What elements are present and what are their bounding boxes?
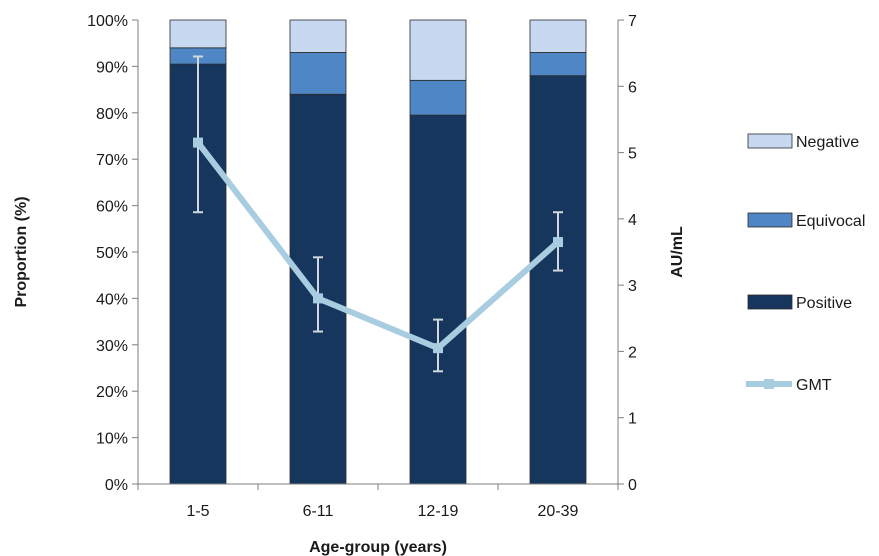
y2-axis-title: AU/mL	[669, 226, 686, 278]
bar-equivocal-20-39	[529, 52, 587, 77]
gmt-line-group	[193, 55, 563, 373]
legend-label-positive: Positive	[796, 295, 852, 312]
y2-tick-label: 1	[628, 411, 637, 428]
bar-positive-12-19	[409, 114, 467, 485]
y2-tick-label: 2	[628, 344, 637, 361]
legend-label-equivocal: Equivocal	[796, 213, 865, 230]
bar-group	[169, 19, 587, 485]
bar-equivocal-6-11	[289, 52, 347, 95]
y-tick-label: 30%	[96, 338, 128, 355]
x-tick-label: 1-5	[186, 503, 209, 520]
legend-label-negative: Negative	[796, 134, 859, 151]
bar-equivocal-12-19	[409, 79, 467, 116]
x-axis-title: Age-group (years)	[309, 539, 447, 556]
gmt-point	[193, 137, 203, 148]
legend: Negative Equivocal Positive GMT	[746, 133, 865, 394]
bar-negative-20-39	[529, 19, 587, 53]
y2-tick-label: 0	[628, 477, 637, 494]
legend-swatch-positive	[747, 294, 793, 310]
x-tick-label: 6-11	[303, 503, 334, 520]
x-tick-label: 20-39	[538, 503, 579, 520]
y2-tick-label: 4	[628, 212, 637, 229]
legend-swatch-negative	[747, 133, 793, 149]
legend-marker-gmt	[764, 379, 774, 389]
y2-tick-label: 3	[628, 278, 637, 295]
gmt-point	[433, 343, 443, 354]
y-tick-label: 40%	[96, 291, 128, 308]
bar-negative-12-19	[409, 19, 467, 81]
legend-swatch-equivocal	[747, 212, 793, 228]
axes-group: 0% 10% 20% 30% 40% 50% 60% 70% 80% 90% 100% 0 1 2 3 4 5 6…	[87, 13, 637, 520]
y-tick-label: 70%	[96, 152, 128, 169]
y-tick-label: 100%	[87, 13, 128, 30]
gmt-line	[195, 140, 560, 352]
y-tick-label: 60%	[96, 199, 128, 216]
y-tick-label: 90%	[96, 59, 128, 76]
bar-negative-1-5	[169, 19, 227, 49]
x-tick-label: 12-19	[418, 503, 459, 520]
bar-positive-20-39	[529, 75, 587, 485]
bar-negative-6-11	[289, 19, 347, 53]
y-tick-label: 10%	[96, 431, 128, 448]
y-tick-label: 50%	[96, 245, 128, 262]
y-axis-title: Proportion (%)	[13, 196, 30, 307]
y2-tick-label: 7	[628, 13, 637, 30]
y2-tick-label: 6	[628, 79, 637, 96]
y2-tick-label: 5	[628, 146, 637, 163]
gmt-point	[553, 237, 563, 248]
legend-label-gmt: GMT	[796, 377, 832, 394]
y-tick-label: 20%	[96, 384, 128, 401]
gmt-point	[313, 293, 323, 304]
y-tick-label: 80%	[96, 106, 128, 123]
y-tick-label: 0%	[105, 477, 128, 494]
